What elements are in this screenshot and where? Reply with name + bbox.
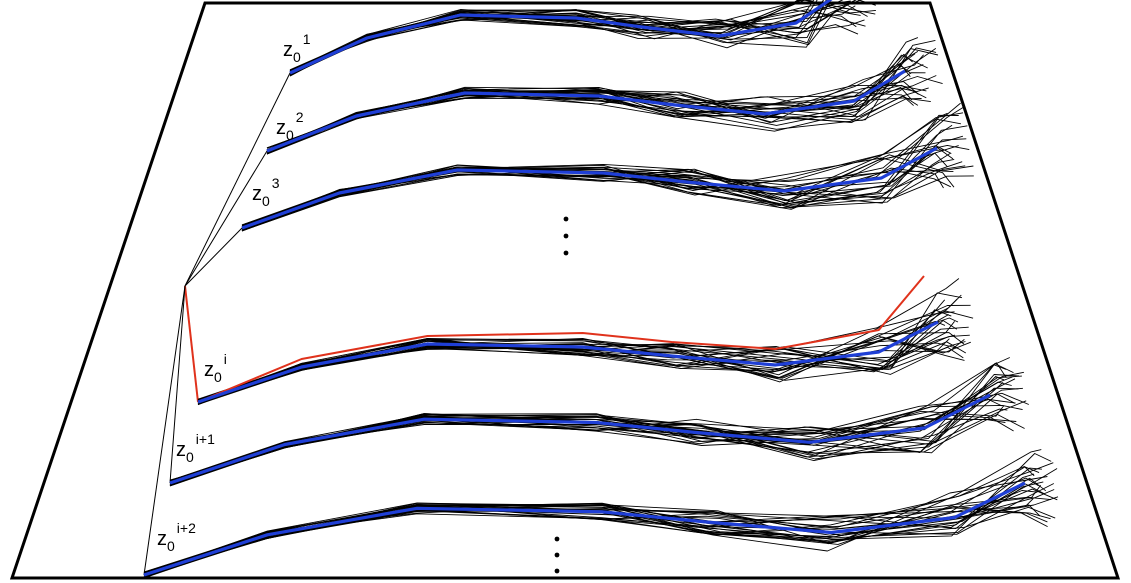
label-z0-3: z03	[252, 175, 280, 209]
sample-trajectory	[169, 387, 1023, 484]
sample-trajectory	[266, 81, 919, 153]
root-connections	[143, 72, 291, 576]
sample-trajectory	[197, 304, 971, 402]
root-link	[184, 150, 268, 287]
label-z0-i: z0i	[204, 351, 227, 385]
sample-trajectory	[143, 505, 1048, 575]
bundle-i-plus-2	[143, 449, 1059, 579]
trajectory-bundles	[143, 0, 1059, 579]
selected-trajectory	[197, 275, 925, 403]
sample-trajectory	[197, 334, 956, 402]
sample-trajectory	[266, 84, 927, 149]
root-link	[184, 227, 243, 287]
sample-trajectory	[241, 146, 954, 232]
label-z0-1: z01	[283, 31, 311, 65]
sample-trajectory	[289, 0, 857, 72]
mean-trajectory	[266, 69, 906, 153]
ellipsis-dots-upper	[563, 216, 569, 256]
sample-trajectory	[143, 489, 1055, 575]
label-z0-i-plus-1: z0i+1	[176, 431, 215, 465]
sample-trajectory	[169, 375, 1022, 482]
sample-trajectory	[143, 503, 1056, 578]
bundle-3	[241, 102, 974, 232]
frame	[9, 1, 1121, 580]
sample-trajectory	[266, 85, 927, 151]
bundle-i	[197, 275, 974, 406]
mean-trajectory	[169, 393, 991, 485]
sample-trajectory	[266, 53, 913, 155]
mean-trajectory	[241, 146, 938, 230]
sample-trajectory	[169, 393, 1016, 485]
sample-trajectory	[169, 374, 1020, 485]
sample-trajectory	[143, 498, 1034, 576]
root-link	[143, 285, 186, 576]
sample-trajectory	[143, 503, 1051, 577]
mean-trajectory	[143, 481, 1026, 577]
bundle-1	[289, 0, 876, 77]
sample-trajectory	[241, 157, 955, 231]
ellipsis-dots-lower	[554, 536, 560, 574]
label-z0-i-plus-2: z0i+2	[157, 520, 196, 554]
sample-trajectory	[241, 118, 961, 226]
sample-trajectory	[289, 12, 859, 74]
sample-trajectory	[143, 466, 1035, 577]
root-link	[184, 72, 291, 287]
root-link	[169, 285, 186, 484]
bundle-2	[266, 37, 943, 155]
sample-trajectory	[289, 0, 831, 76]
sample-trajectory	[197, 309, 952, 401]
sample-trajectory	[266, 90, 919, 152]
sample-trajectory	[289, 0, 806, 74]
root-link	[184, 285, 199, 403]
mean-trajectory	[197, 320, 939, 404]
sample-trajectory	[169, 371, 1024, 487]
sample-trajectory	[241, 144, 970, 227]
label-z0-2: z02	[276, 109, 304, 143]
mean-trajectory	[289, 0, 833, 75]
sample-trajectory	[289, 0, 827, 71]
bundle-i-plus-1	[169, 357, 1029, 487]
